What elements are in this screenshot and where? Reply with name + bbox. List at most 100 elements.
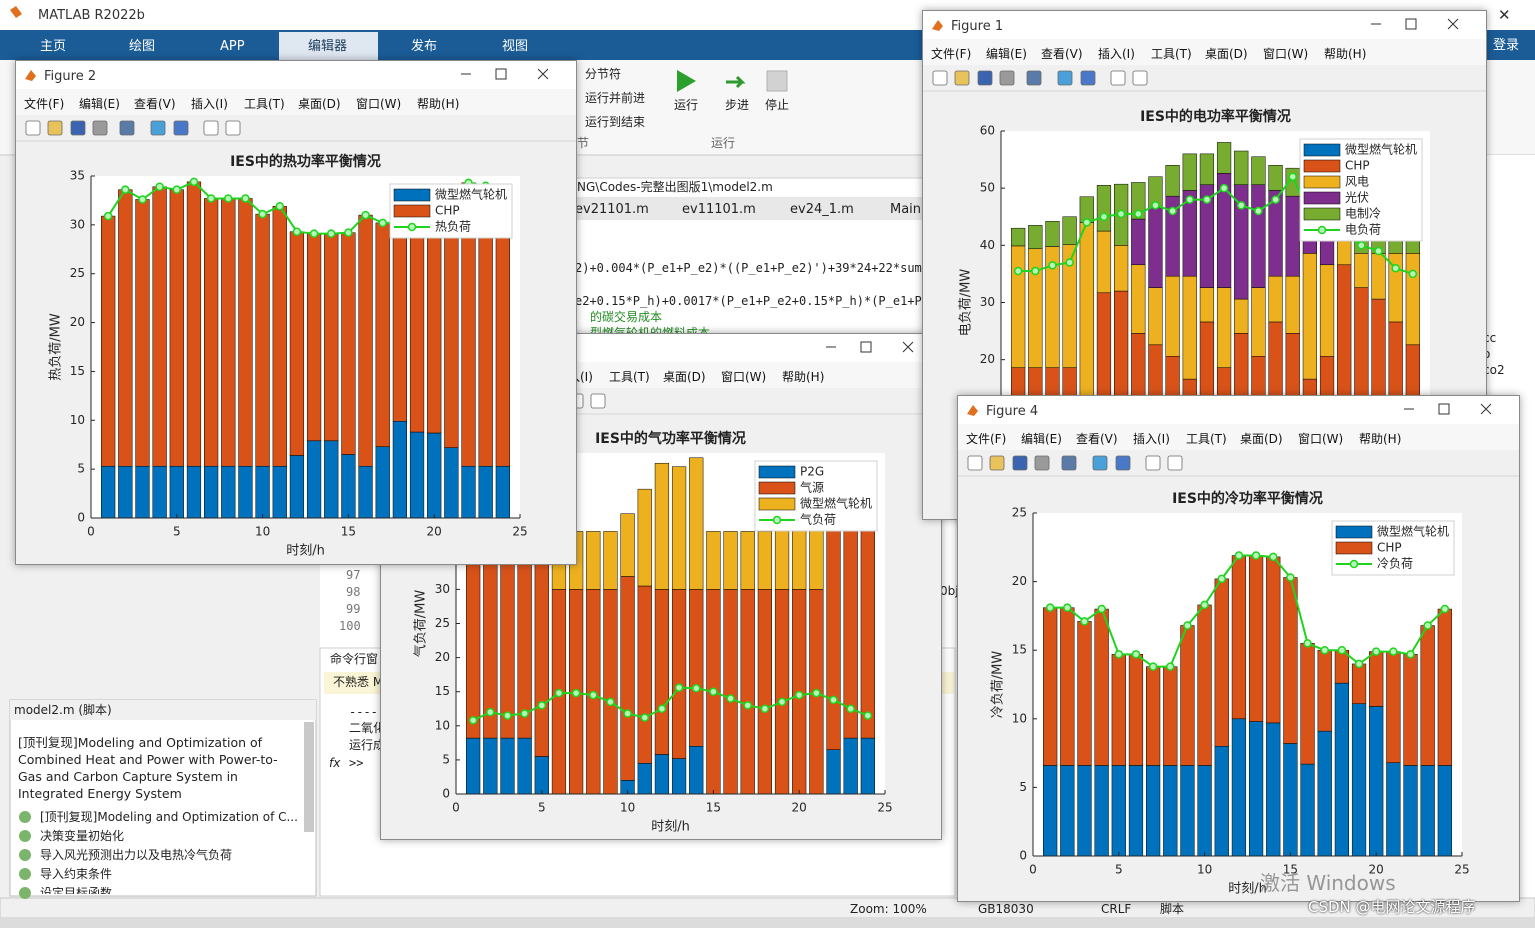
y-tick-label: 5	[1019, 780, 1027, 794]
bar	[427, 234, 442, 434]
bar	[1131, 182, 1146, 220]
bar	[723, 531, 738, 590]
figure-menu[interactable]: 编辑(E)	[79, 97, 120, 111]
toolstrip-button[interactable]: 停止	[765, 98, 790, 112]
bar	[1146, 666, 1161, 766]
bar	[1351, 703, 1367, 857]
figure-menu[interactable]: 查看(V)	[1041, 47, 1083, 61]
load-marker	[1185, 195, 1195, 204]
file-tab[interactable]: ev21101.m	[575, 202, 649, 217]
bar	[1266, 722, 1281, 857]
load-marker	[224, 194, 233, 203]
bar	[1131, 218, 1146, 266]
toolstrip-button[interactable]: 分节符	[585, 67, 622, 81]
legend-swatch	[758, 481, 796, 495]
figure-menu[interactable]: 帮助(H)	[1324, 47, 1367, 61]
figure-menu[interactable]: 桌面(D)	[1205, 47, 1248, 61]
login[interactable]: 登录	[1493, 38, 1520, 53]
load-marker	[812, 688, 821, 698]
figure-menu[interactable]: 文件(F)	[966, 432, 1007, 446]
file-tab[interactable]: Main.	[890, 202, 926, 217]
figure-menu[interactable]: 窗口(W)	[721, 370, 767, 384]
app-icon	[25, 70, 36, 81]
bar	[1386, 762, 1401, 857]
tab[interactable]: 主页	[40, 39, 67, 54]
toolstrip-button[interactable]: 运行并前进	[585, 91, 646, 105]
x-tick-label: 0	[1029, 863, 1037, 877]
load-marker	[794, 690, 804, 700]
load-marker	[1337, 645, 1347, 655]
section-item[interactable]: 决策变量初始化	[40, 829, 125, 843]
figure-menu[interactable]: 帮助(H)	[782, 370, 825, 384]
figure-menu[interactable]: 工具(T)	[609, 370, 650, 384]
figure-menu[interactable]: 窗口(W)	[1298, 432, 1344, 446]
section-item[interactable]: 导入约束条件	[40, 867, 113, 881]
figure-menu[interactable]: 文件(F)	[931, 47, 972, 61]
bar	[135, 199, 150, 467]
figure-menu[interactable]: 插入(I)	[191, 97, 228, 111]
bar	[255, 465, 270, 519]
figure-menu[interactable]: 编辑(E)	[986, 47, 1027, 61]
section-item[interactable]: 导入风光预测出力以及电热冷气负荷	[40, 848, 233, 862]
legend-swatch	[1303, 175, 1341, 189]
bar	[1248, 555, 1264, 722]
bar	[392, 222, 407, 422]
toolbar-icon	[1061, 455, 1077, 471]
figure-menu[interactable]: 帮助(H)	[1359, 432, 1402, 446]
figure-menu[interactable]: 查看(V)	[134, 97, 176, 111]
figure-menu[interactable]: 帮助(H)	[417, 97, 460, 111]
load-marker	[1082, 218, 1092, 227]
bar	[1369, 706, 1384, 857]
bar	[620, 513, 635, 577]
bar	[186, 181, 202, 467]
figure-menu[interactable]: 窗口(W)	[1263, 47, 1309, 61]
tab-selected[interactable]: 编辑器	[308, 39, 348, 54]
tab[interactable]: 绘图	[129, 39, 156, 54]
toolbar-icon	[119, 120, 135, 136]
figure-menu[interactable]: 桌面(D)	[663, 370, 706, 384]
legend-label: 气负荷	[800, 512, 836, 527]
bar	[1163, 765, 1178, 857]
load-marker	[292, 227, 302, 236]
bar	[603, 531, 618, 590]
y-tick-label: 5	[77, 462, 85, 476]
load-marker	[1408, 269, 1418, 279]
section-item[interactable]: 设定目标函数	[40, 887, 113, 894]
menu-bar	[923, 39, 1486, 65]
legend-label: CHP	[435, 204, 460, 218]
load-marker	[829, 695, 838, 705]
figure-menu[interactable]: 文件(F)	[24, 97, 65, 111]
load-marker	[344, 228, 353, 237]
figure-menu[interactable]: 工具(T)	[1186, 432, 1227, 446]
figure-menu[interactable]: 插入(I)	[1098, 47, 1135, 61]
figure-menu[interactable]: 查看(V)	[1076, 432, 1118, 446]
figure-menu[interactable]: 编辑(E)	[1021, 432, 1062, 446]
figure-title: Figure 2	[44, 69, 97, 84]
tab[interactable]: 发布	[411, 39, 438, 54]
section-item[interactable]: [顶刊复现]Modeling and Optimization of C...	[40, 810, 298, 824]
toolstrip-button[interactable]: 运行	[674, 98, 699, 112]
bar	[1251, 156, 1266, 185]
toolstrip-button[interactable]: 运行到结束	[585, 115, 646, 129]
bar	[358, 465, 373, 519]
tab[interactable]: APP	[220, 39, 245, 54]
figure-menu[interactable]: 窗口(W)	[356, 97, 402, 111]
file-tab[interactable]: ev24_1.m	[790, 202, 854, 217]
file-tab[interactable]: ev11101.m	[682, 202, 756, 217]
figure-menu[interactable]: 工具(T)	[1151, 47, 1192, 61]
bar	[1131, 264, 1146, 334]
tab[interactable]: 视图	[502, 39, 529, 54]
close-button[interactable]: ✕	[1498, 6, 1511, 24]
figure-menu[interactable]: 桌面(D)	[298, 97, 341, 111]
load-marker	[1217, 574, 1227, 584]
figure-menu[interactable]: 工具(T)	[244, 97, 285, 111]
load-marker	[606, 697, 615, 707]
figure-menu[interactable]: 插入(I)	[1133, 432, 1170, 446]
bar	[324, 440, 339, 519]
toolbar-icon	[173, 120, 189, 136]
toolstrip-button[interactable]: 步进	[725, 98, 750, 112]
bar	[375, 222, 390, 447]
x-axis-label: 时刻/h	[286, 544, 325, 559]
figure-menu[interactable]: 桌面(D)	[1240, 432, 1283, 446]
bar	[272, 465, 287, 519]
